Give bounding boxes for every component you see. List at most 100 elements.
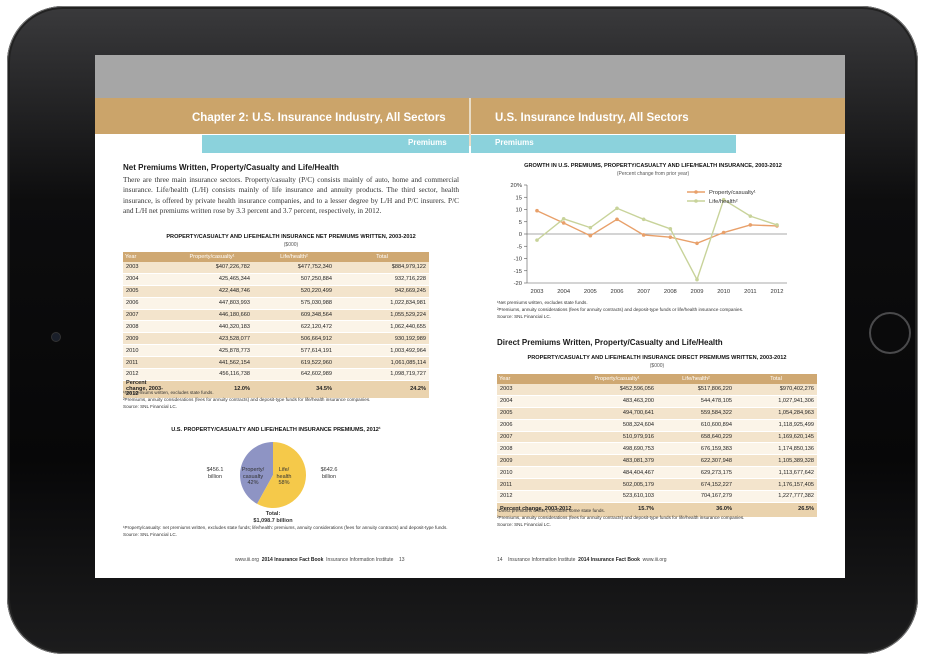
pie-left-value: $456.1 billion	[206, 467, 224, 480]
data-point	[748, 214, 753, 218]
left-section-tab	[202, 135, 469, 153]
table-cell: 2009	[123, 332, 171, 346]
right-footer-url[interactable]: www.iii.org	[642, 557, 667, 563]
data-point	[695, 277, 699, 282]
table-row: 2008 440,320,183 622,120,472 1,062,440,655	[123, 320, 429, 334]
x-tick-label: 2010	[717, 289, 730, 295]
legend-marker	[694, 190, 698, 194]
table-cell: 2005	[123, 285, 171, 298]
growth-chart-subtitle: (Percent change from prior year)	[616, 171, 690, 177]
net-table-source: Source: SNL Financial LC.	[123, 403, 177, 409]
x-tick-label: 2008	[664, 289, 677, 295]
data-point	[668, 227, 673, 231]
data-point	[615, 206, 619, 211]
table-cell: 508,324,604	[577, 419, 657, 432]
table-cell: 2004	[123, 273, 171, 286]
table-cell: 2006	[497, 419, 577, 432]
left-footer-book: 2014 Insurance Fact Book	[261, 557, 324, 563]
pie-total-value: $1,098.7 billion	[253, 517, 293, 524]
data-point	[641, 233, 646, 237]
growth-footnote-1: ¹Net premiums written, excludes state fu…	[497, 300, 588, 305]
table-cell: 2011	[497, 478, 577, 492]
net-footnote-2: ²Premiums, annuity considerations (fees …	[123, 396, 371, 402]
home-button[interactable]	[869, 312, 911, 354]
net-premiums-table: Year Property/casualty¹ Life/health² Total 2…	[123, 252, 429, 399]
pie-total-label: Total:	[265, 511, 281, 517]
column-header: Year	[497, 374, 577, 384]
net-footnote-1: ¹Net premiums written, excludes state fu…	[123, 390, 214, 395]
left-section-label: Premiums	[408, 138, 447, 147]
growth-line-chart: 20% 15 10 5 0 -5 -10 -15 -20 2003 2004 2005 2006 2007…	[510, 183, 787, 295]
y-tick-label: 0	[519, 232, 522, 238]
pie-source: Source: SNL Financial LC.	[123, 531, 177, 537]
legend-label: Property/casualty¹	[709, 190, 756, 196]
table-row: 2004 425,465,344 507,250,884 932,716,228	[123, 273, 429, 286]
table-cell: 1,055,529,224	[335, 309, 429, 322]
table-cell: 609,348,564	[253, 309, 335, 322]
direct-table-header-row: Year Property/casualty¹ Life/health² Total	[497, 374, 817, 384]
table-cell: 2004	[497, 395, 577, 408]
data-point	[561, 221, 566, 225]
x-tick-label: 2005	[584, 289, 597, 295]
direct-table-title: PROPERTY/CASUALTY AND LIFE/HEALTH INSURA…	[527, 355, 787, 361]
right-footer-book: 2014 Insurance Fact Book	[578, 557, 640, 563]
pie-total: Total: $1,098.7 billion	[237, 511, 309, 524]
intro-paragraph: There are three main insurance sectors. …	[123, 175, 459, 215]
table-cell: 704,167,279	[657, 490, 735, 503]
data-point	[695, 241, 699, 246]
table-cell: 26.5%	[735, 502, 817, 518]
left-page-number: 13	[399, 557, 405, 563]
page-gutter	[469, 98, 471, 146]
table-row: 2007 510,979,916 658,640,229 1,169,620,145	[497, 431, 817, 444]
table-cell: 2008	[497, 442, 577, 456]
table-cell: 619,522,960	[253, 356, 335, 370]
column-header: Total	[335, 252, 429, 262]
left-footer-url[interactable]: www.iii.org	[235, 557, 259, 563]
y-tick-label: -15	[514, 269, 522, 275]
pie-label-property-casualty: Property/ casualty 42%	[241, 467, 265, 486]
data-point	[668, 235, 673, 239]
table-cell: 502,005,179	[577, 478, 657, 492]
table-cell: 2012	[123, 368, 171, 381]
table-cell: 2011	[123, 356, 171, 370]
table-row: 2005 422,448,746 520,220,499 942,669,245	[123, 285, 429, 298]
growth-chart-title: GROWTH IN U.S. PREMIUMS, PROPERTY/CASUAL…	[524, 163, 782, 169]
table-cell: 575,030,988	[253, 297, 335, 310]
table-cell: 942,669,245	[335, 285, 429, 298]
x-tick-label: 2012	[771, 289, 784, 295]
direct-table-footnotes: ¹Direct premiums written, excludes some …	[497, 508, 827, 528]
table-cell: 520,220,499	[253, 285, 335, 298]
front-camera	[51, 332, 61, 342]
table-cell: 674,152,227	[657, 478, 735, 492]
table-cell: 2003	[123, 262, 171, 274]
table-cell: 447,803,993	[171, 297, 253, 310]
table-row: 2003 $407,226,782 $477,752,340 $884,979,122	[123, 262, 429, 274]
table-cell: Percent change, 2003-2012	[497, 502, 577, 518]
column-header: Property/casualty¹	[577, 374, 657, 384]
column-header: Total	[735, 374, 817, 384]
table-cell: 2003	[497, 384, 577, 396]
data-point	[535, 208, 539, 213]
table-cell: 1,113,677,642	[735, 466, 817, 480]
table-cell: $517,806,220	[657, 384, 735, 396]
pie-title: U.S. PROPERTY/CASUALTY AND LIFE/HEALTH I…	[171, 427, 381, 433]
y-tick-label: 5	[519, 220, 522, 226]
table-cell: $452,596,056	[577, 384, 657, 396]
table-cell: 423,528,077	[171, 332, 253, 346]
series-line-1	[536, 198, 778, 282]
direct-footnote-1: ¹Direct premiums written, excludes some …	[497, 508, 605, 513]
right-section-label: Premiums	[495, 138, 534, 147]
data-point	[615, 217, 619, 222]
net-table-unit: ($000)	[283, 242, 299, 248]
growth-footnote-2: ²Premiums, annuity considerations (fees …	[497, 306, 744, 312]
table-cell: 1,176,157,405	[735, 478, 817, 492]
table-cell: 2010	[497, 466, 577, 480]
data-point	[775, 223, 779, 227]
table-cell: 1,105,389,328	[735, 454, 817, 468]
x-tick-label: 2004	[557, 289, 571, 295]
table-cell: 441,562,154	[171, 356, 253, 370]
table-cell: 2006	[123, 297, 171, 310]
table-cell: 484,404,467	[577, 466, 657, 480]
table-cell: 2005	[497, 407, 577, 420]
table-row: 2012 456,116,738 642,602,989 1,098,719,727	[123, 368, 429, 381]
